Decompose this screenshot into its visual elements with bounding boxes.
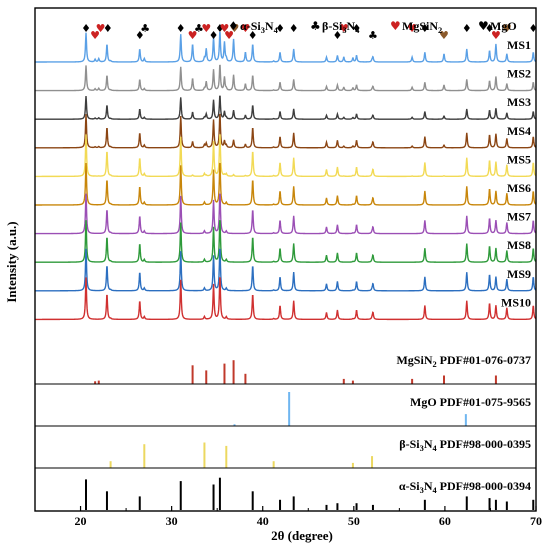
- pattern-line-ms3: [35, 95, 537, 120]
- reference-label-mgo: MgO PDF#01-075-9565: [410, 395, 531, 409]
- phase-marker: ♦: [215, 22, 225, 35]
- pattern-label-ms1: MS1: [507, 38, 531, 52]
- phase-marker: ♣: [194, 22, 204, 35]
- pattern-line-ms10: [35, 277, 537, 321]
- phase-marker: ♦: [248, 29, 258, 42]
- legend-label-3: MgO: [490, 19, 517, 33]
- phase-marker: ♣: [368, 29, 378, 42]
- plot-frame: [34, 7, 537, 512]
- phase-marker: ♦: [275, 22, 285, 35]
- pattern-label-ms9: MS9: [507, 267, 531, 281]
- pattern-line-ms7: [35, 193, 537, 235]
- reference-label-alpha: α-Si3N4 PDF#98-000-0394: [399, 479, 531, 495]
- phase-marker: ♦: [420, 22, 430, 35]
- x-tick-label: 30: [166, 514, 178, 528]
- pattern-label-ms4: MS4: [507, 124, 531, 138]
- phase-marker: ♣: [140, 22, 150, 35]
- phase-marker: ♦: [485, 22, 495, 35]
- pattern-label-ms8: MS8: [507, 238, 531, 252]
- x-tick-label: 20: [75, 514, 87, 528]
- phase-marker: ♥: [491, 29, 501, 42]
- legend-symbol-0: ♦: [228, 19, 239, 33]
- phase-marker: ♦: [176, 22, 186, 35]
- x-tick-label: 40: [257, 514, 269, 528]
- legend-symbol-3: ♥: [478, 19, 489, 33]
- phase-marker: ♥: [407, 22, 417, 35]
- pattern-label-ms10: MS10: [501, 295, 531, 309]
- phase-marker: ♥: [220, 22, 230, 35]
- phase-marker: ♥: [201, 22, 211, 35]
- phase-marker: ♦: [135, 29, 145, 42]
- pattern-label-ms2: MS2: [507, 67, 531, 81]
- legend-label-0: α-Si3N4: [240, 19, 279, 35]
- phase-marker: ♥: [188, 29, 198, 42]
- phase-marker: ♦: [103, 22, 113, 35]
- phase-marker: ♥: [224, 29, 234, 42]
- phase-marker: ♦: [528, 22, 538, 35]
- pattern-line-ms9: [35, 248, 537, 292]
- pattern-line-ms2: [35, 64, 537, 92]
- pattern-label-ms5: MS5: [507, 152, 531, 166]
- phase-marker: ♥: [339, 22, 349, 35]
- phase-marker: ♥: [230, 22, 240, 35]
- pattern-line-ms4: [35, 113, 537, 149]
- pattern-line-ms6: [35, 162, 537, 206]
- pattern-label-ms6: MS6: [507, 181, 531, 195]
- phase-marker: ♦: [289, 22, 299, 35]
- pattern-label-ms7: MS7: [507, 210, 531, 224]
- phase-marker: ♥: [240, 22, 250, 35]
- y-axis-label: Intensity (a.u.): [4, 221, 19, 302]
- legend-symbol-2: ♥: [390, 19, 401, 33]
- axes: 20 30 40 50 60 70: [34, 7, 542, 528]
- x-axis-label: 2θ (degree): [271, 528, 333, 543]
- phase-marker: ♦: [462, 22, 472, 35]
- phase-marker: ♥: [96, 22, 106, 35]
- phase-marker: ♦: [209, 29, 219, 42]
- x-tick-label: 60: [439, 514, 451, 528]
- pattern-line-ms1: [35, 31, 537, 63]
- phase-marker: ♦: [352, 22, 362, 35]
- phase-marker: ♥: [502, 22, 512, 35]
- legend-label-2: MgSiN2: [402, 19, 442, 35]
- phase-marker: ♦: [81, 22, 91, 35]
- phase-marker: ♥: [90, 29, 100, 42]
- x-tick-label: 70: [530, 514, 542, 528]
- pattern-line-ms8: [35, 220, 537, 263]
- pattern-line-ms5: [35, 134, 537, 178]
- legend-symbol-1: ♣: [310, 19, 321, 33]
- legend-label-1: β-Si3N4: [322, 19, 360, 35]
- pattern-label-ms3: MS3: [507, 95, 531, 109]
- phase-marker: ♥: [439, 29, 449, 42]
- phase-marker: ♦: [332, 29, 342, 42]
- x-tick-label: 50: [348, 514, 360, 528]
- reference-label-mgsin2: MgSiN2 PDF#01-076-0737: [396, 353, 531, 369]
- reference-label-beta: β-Si3N4 PDF#98-000-0395: [399, 437, 531, 453]
